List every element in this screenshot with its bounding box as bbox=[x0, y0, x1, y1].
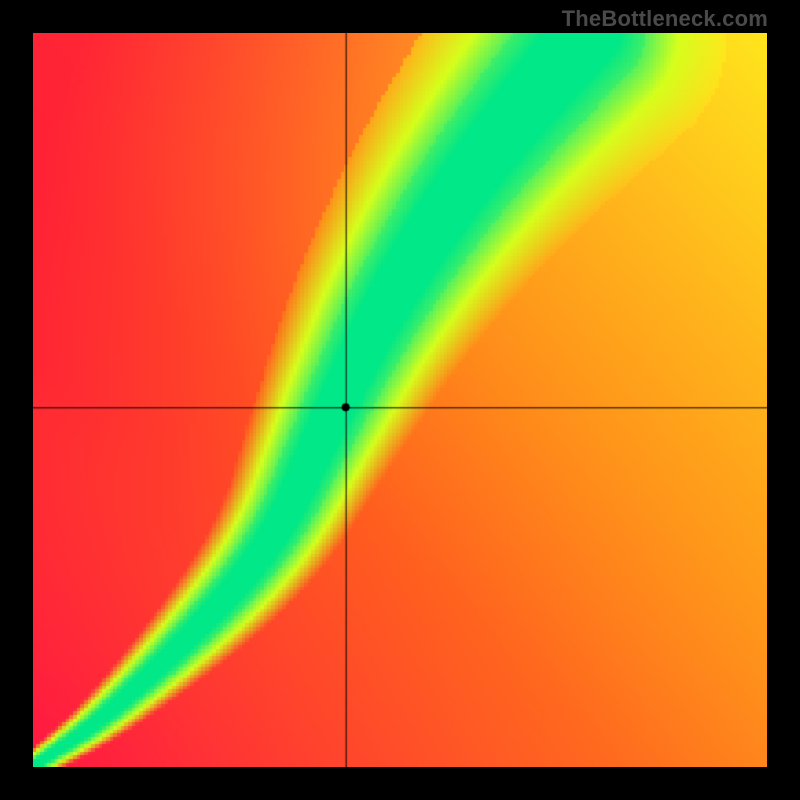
heatmap-plot bbox=[33, 33, 767, 767]
heatmap-canvas bbox=[33, 33, 767, 767]
chart-container: TheBottleneck.com bbox=[0, 0, 800, 800]
watermark-text: TheBottleneck.com bbox=[562, 6, 768, 32]
